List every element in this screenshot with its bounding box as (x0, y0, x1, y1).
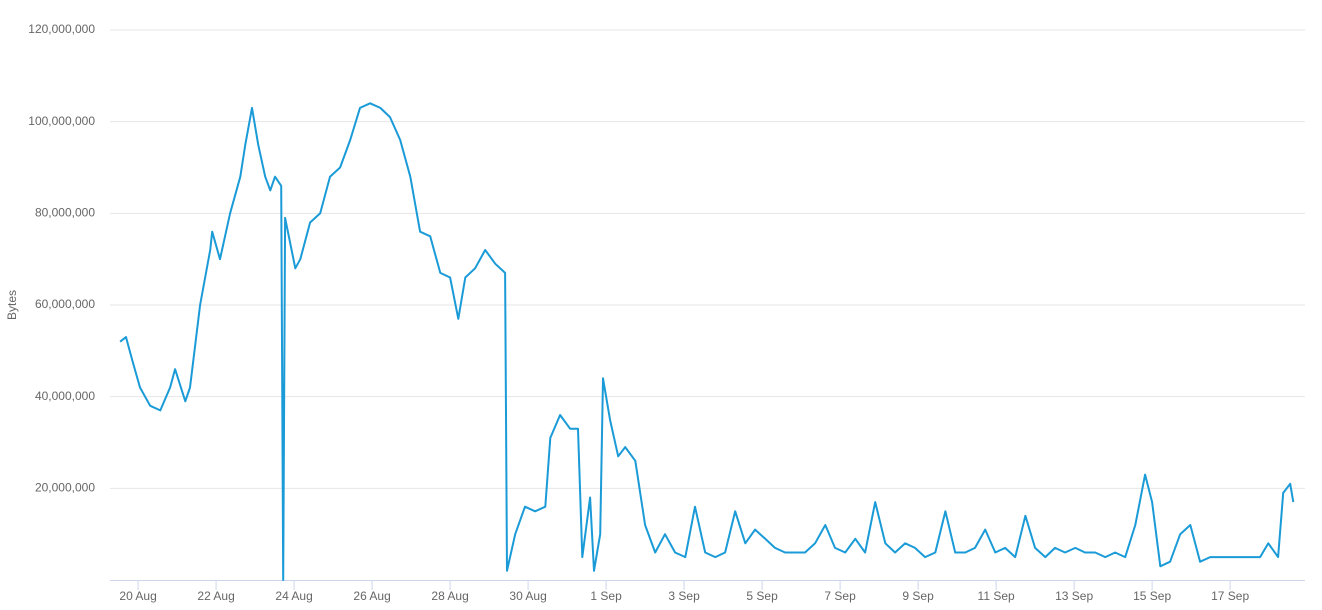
x-tick-label: 13 Sep (1055, 589, 1093, 603)
x-tick-label: 20 Aug (119, 589, 156, 603)
x-tick-label: 26 Aug (353, 589, 390, 603)
x-tick-label: 9 Sep (902, 589, 934, 603)
x-tick-label: 24 Aug (275, 589, 312, 603)
y-tick-label: 40,000,000 (35, 389, 95, 403)
x-tick-label: 30 Aug (509, 589, 546, 603)
x-tick-label: 17 Sep (1211, 589, 1249, 603)
x-tick-label: 7 Sep (824, 589, 856, 603)
x-tick-label: 28 Aug (431, 589, 468, 603)
y-tick-label: 120,000,000 (28, 22, 95, 36)
y-tick-label: 60,000,000 (35, 297, 95, 311)
x-tick-label: 3 Sep (668, 589, 700, 603)
y-tick-label: 20,000,000 (35, 481, 95, 495)
x-tick-label: 22 Aug (197, 589, 234, 603)
x-tick-label: 15 Sep (1133, 589, 1171, 603)
x-tick-label: 1 Sep (590, 589, 622, 603)
y-tick-label: 100,000,000 (28, 114, 95, 128)
y-axis-label: Bytes (5, 290, 19, 320)
x-tick-label: 11 Sep (978, 589, 1015, 603)
x-tick-label: 5 Sep (746, 589, 778, 603)
y-tick-label: 80,000,000 (35, 206, 95, 220)
data-line (119, 102, 1295, 581)
